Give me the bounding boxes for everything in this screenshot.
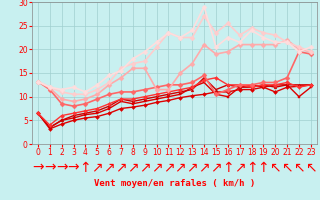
X-axis label: Vent moyen/en rafales ( km/h ): Vent moyen/en rafales ( km/h ) [94, 179, 255, 188]
